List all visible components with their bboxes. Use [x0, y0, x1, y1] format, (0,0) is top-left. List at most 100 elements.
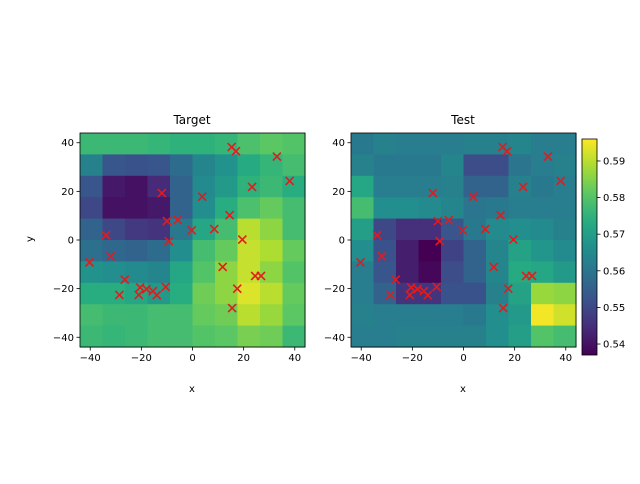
- colorbar-tick-label: 0.58: [603, 193, 625, 204]
- sample-point-marker: [406, 282, 416, 292]
- heatmap-cell: [237, 175, 261, 198]
- heatmap-cell: [260, 154, 284, 177]
- heatmap-cell: [170, 154, 194, 177]
- heatmap-cell: [553, 240, 577, 262]
- heatmap-cell: [373, 261, 397, 284]
- heatmap-cell: [215, 218, 239, 241]
- sample-point-marker: [237, 234, 247, 245]
- heatmap-cell: [373, 197, 397, 220]
- colorbar-tick-label: 0.55: [603, 303, 625, 314]
- sample-point-marker: [134, 290, 144, 300]
- heatmap-cell: [170, 133, 194, 155]
- sample-point-marker: [468, 192, 478, 202]
- sample-point-marker: [141, 284, 152, 294]
- heatmap-cell: [553, 325, 577, 348]
- heatmap-cell: [553, 154, 577, 177]
- heatmap-cell: [351, 218, 375, 241]
- heatmap-cell: [192, 282, 216, 305]
- heatmap-cell: [215, 133, 239, 155]
- heatmap-cell: [508, 282, 532, 305]
- heatmap-cell: [486, 175, 510, 198]
- sample-point-marker: [231, 146, 241, 156]
- test-panel-title: Test: [450, 113, 475, 127]
- heatmap-cell: [508, 218, 532, 241]
- heatmap-cell: [396, 304, 420, 327]
- heatmap-cell: [102, 325, 126, 348]
- heatmap-cell: [463, 282, 487, 305]
- sample-point-marker: [355, 257, 366, 267]
- heatmap-cell: [486, 325, 510, 348]
- heatmap-cell: [237, 133, 261, 155]
- target-x-axis-label: x: [189, 384, 195, 395]
- heatmap-cell: [192, 197, 216, 220]
- heatmap-cell: [373, 218, 397, 241]
- heatmap-cell: [531, 282, 555, 305]
- sample-point-marker: [173, 215, 183, 225]
- test-y-ticks: −40 −20 0 20 40: [324, 138, 351, 344]
- heatmap-cell: [102, 282, 126, 305]
- heatmap-cell: [418, 133, 442, 155]
- heatmap-cell: [531, 240, 555, 262]
- heatmap-cell: [373, 154, 397, 177]
- heatmap-cell: [215, 197, 239, 220]
- heatmap-cell: [125, 218, 149, 241]
- sample-point-marker: [197, 192, 207, 202]
- heatmap-cell: [147, 304, 171, 327]
- sample-point-marker: [285, 176, 295, 186]
- heatmap-cell: [441, 175, 465, 198]
- target-y-ticks: −40 −20 0 20 40: [53, 138, 80, 344]
- heatmap-cell: [486, 154, 510, 177]
- heatmap-cell: [553, 133, 577, 155]
- heatmap-cell: [531, 175, 555, 198]
- heatmap-cell: [215, 325, 239, 348]
- heatmap-cell: [80, 261, 104, 284]
- sample-point-marker: [556, 176, 566, 186]
- heatmap-cell: [531, 197, 555, 220]
- heatmap-cell: [102, 304, 126, 327]
- heatmap-cell: [192, 325, 216, 348]
- target-heatmap-cells: [80, 133, 306, 348]
- heatmap-cell: [463, 175, 487, 198]
- heatmap-cell: [508, 304, 532, 327]
- heatmap-cell: [396, 154, 420, 177]
- sample-point-marker: [227, 303, 237, 313]
- sample-point-marker: [187, 225, 197, 235]
- heatmap-cell: [215, 261, 239, 284]
- y-tick-label: −40: [53, 333, 74, 344]
- heatmap-cell: [418, 261, 442, 284]
- heatmap-cell: [237, 261, 261, 284]
- heatmap-cell: [282, 154, 306, 177]
- y-tick-label: −20: [324, 284, 345, 295]
- heatmap-cell: [373, 175, 397, 198]
- heatmap-cell: [215, 175, 239, 198]
- heatmap-cell: [260, 197, 284, 220]
- target-markers: [84, 142, 295, 313]
- x-tick-label: 0: [460, 353, 466, 364]
- heatmap-cell: [260, 325, 284, 348]
- heatmap-cell: [102, 218, 126, 241]
- heatmap-cell: [418, 175, 442, 198]
- y-tick-label: 40: [61, 138, 74, 149]
- heatmap-cell: [351, 282, 375, 305]
- heatmap-cell: [553, 282, 577, 305]
- heatmap-cell: [80, 325, 104, 348]
- heatmap-cell: [237, 197, 261, 220]
- heatmap-cell: [102, 175, 126, 198]
- heatmap-cell: [237, 218, 261, 241]
- heatmap-cell: [373, 240, 397, 262]
- heatmap-cell: [418, 304, 442, 327]
- sample-point-marker: [247, 182, 257, 192]
- heatmap-cell: [463, 304, 487, 327]
- heatmap-cell: [486, 133, 510, 155]
- sample-point-marker: [543, 152, 553, 162]
- heatmap-cell: [260, 240, 284, 262]
- sample-point-marker: [480, 224, 490, 234]
- heatmap-cell: [215, 154, 239, 177]
- heatmap-cell: [147, 261, 171, 284]
- heatmap-cell: [80, 240, 104, 262]
- colorbar: 0.54 0.55 0.56 0.57 0.58 0.59: [581, 138, 625, 356]
- x-tick-label: −20: [402, 353, 423, 364]
- x-tick-label: −40: [80, 353, 101, 364]
- heatmap-cell: [147, 133, 171, 155]
- sample-point-marker: [391, 275, 401, 285]
